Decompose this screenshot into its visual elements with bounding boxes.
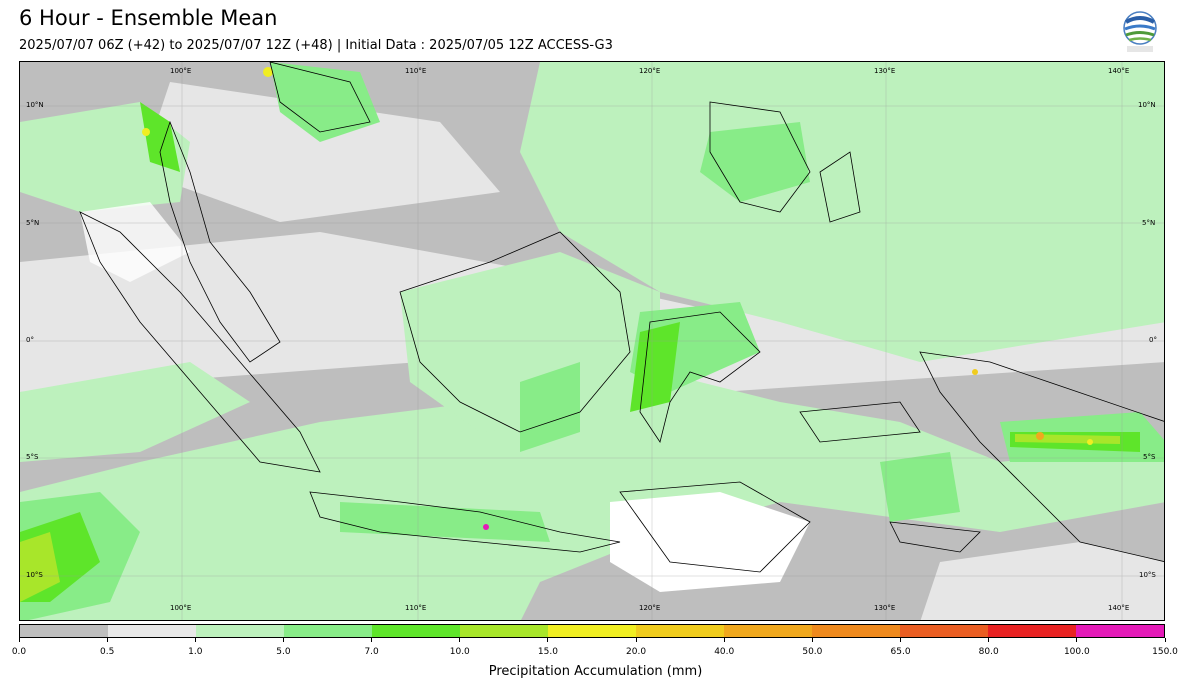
- lon-label-bottom: 130°E: [874, 604, 896, 612]
- colorbar-tickmark: [723, 638, 725, 642]
- colorbar-tick-label: 15.0: [537, 647, 558, 657]
- colorbar-tick-label: 50.0: [802, 647, 823, 657]
- lon-label-bottom: 120°E: [639, 604, 661, 612]
- colorbar-tick-label: 100.0: [1063, 647, 1090, 657]
- colorbar-tickmark: [18, 638, 20, 642]
- colorbar-tick-label: 0.5: [99, 647, 115, 657]
- lat-label-left: 5°S: [26, 453, 39, 461]
- colorbar-segment: [460, 625, 548, 637]
- colorbar-label: Precipitation Accumulation (mm): [488, 664, 703, 679]
- lon-label-top: 130°E: [874, 67, 896, 75]
- bmkg-logo: [1123, 11, 1157, 52]
- lon-label-bottom: 140°E: [1108, 604, 1130, 612]
- colorbar-tickmark: [547, 638, 549, 642]
- colorbar-tick-label: 10.0: [449, 647, 470, 657]
- colorbar-tickmark: [635, 638, 637, 642]
- colorbar-tickmark: [459, 638, 461, 642]
- lon-label-top: 100°E: [170, 67, 192, 75]
- colorbar-tickmark: [1164, 638, 1166, 642]
- colorbar-segment: [372, 625, 460, 637]
- colorbar-tickmark: [811, 638, 813, 642]
- colorbar-tick-label: 80.0: [978, 647, 999, 657]
- map-canvas: [20, 62, 1164, 620]
- colorbar-segment: [20, 625, 108, 637]
- colorbar-tick-label: 65.0: [890, 647, 911, 657]
- colorbar-segment: [548, 625, 636, 637]
- colorbar-tickmark: [988, 638, 990, 642]
- lat-label-left: 10°N: [26, 101, 44, 109]
- colorbar-tick-label: 40.0: [714, 647, 735, 657]
- lat-label-left: 5°N: [26, 219, 40, 227]
- colorbar-segment: [1076, 625, 1164, 637]
- colorbar-tick-label: 5.0: [276, 647, 291, 657]
- colorbar-segment: [196, 625, 284, 637]
- colorbar-segment: [284, 625, 372, 637]
- colorbar-tick-label: 7.0: [364, 647, 379, 657]
- colorbar-segment: [900, 625, 988, 637]
- lon-label-top: 140°E: [1108, 67, 1130, 75]
- precipitation-map: 100°E 110°E 120°E 130°E 140°E 100°E 110°…: [19, 61, 1165, 621]
- lat-label-right: 0°: [1149, 336, 1157, 344]
- lat-label-left: 10°S: [26, 571, 43, 579]
- map-subtitle: 2025/07/07 06Z (+42) to 2025/07/07 12Z (…: [19, 38, 613, 53]
- precipitation-colorbar: [19, 624, 1165, 638]
- lon-label-top: 110°E: [405, 67, 427, 75]
- lat-label-right: 10°S: [1139, 571, 1156, 579]
- colorbar-segment: [636, 625, 724, 637]
- colorbar-segment: [108, 625, 196, 637]
- lat-label-right: 5°S: [1143, 453, 1156, 461]
- colorbar-tickmark: [371, 638, 373, 642]
- map-title: 6 Hour - Ensemble Mean: [19, 6, 278, 30]
- colorbar-tick-label: 20.0: [626, 647, 647, 657]
- colorbar-tick-label: 150.0: [1152, 647, 1178, 657]
- lat-label-left: 0°: [26, 336, 34, 344]
- colorbar-tickmark: [106, 638, 108, 642]
- colorbar-segment: [812, 625, 900, 637]
- colorbar-tickmark: [1076, 638, 1078, 642]
- colorbar-tick-label: 1.0: [188, 647, 203, 657]
- colorbar-tickmark: [194, 638, 196, 642]
- colorbar-tickmark: [900, 638, 902, 642]
- lat-label-right: 10°N: [1138, 101, 1156, 109]
- colorbar-segment: [988, 625, 1076, 637]
- lon-label-bottom: 100°E: [170, 604, 192, 612]
- colorbar-tickmark: [282, 638, 284, 642]
- lon-label-top: 120°E: [639, 67, 661, 75]
- lat-label-right: 5°N: [1142, 219, 1156, 227]
- lon-label-bottom: 110°E: [405, 604, 427, 612]
- colorbar-segment: [724, 625, 812, 637]
- colorbar-tick-label: 0.0: [11, 647, 27, 657]
